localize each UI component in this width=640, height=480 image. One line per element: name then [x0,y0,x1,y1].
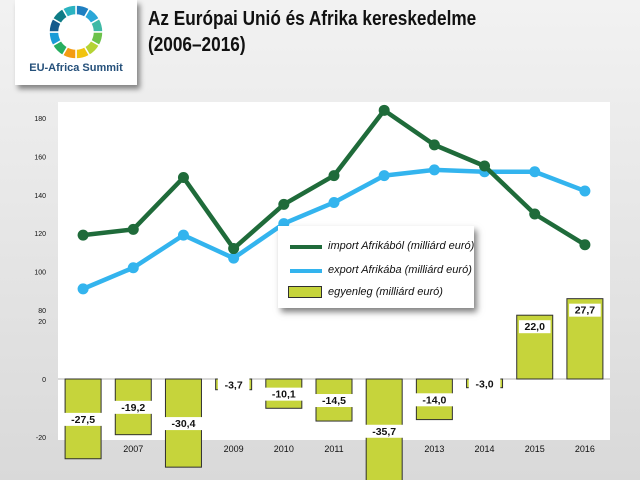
point-export-2007 [127,262,139,274]
point-import-2008 [177,172,189,184]
logo-text: EU-Africa Summit [29,62,123,74]
data-label-bg-2011 [315,394,353,408]
y-tick-lower-0: 20 [38,319,46,326]
data-label-bg-2013 [415,393,454,407]
legend-line-import [290,245,322,249]
data-label-bg-2014 [468,377,501,391]
point-import-2010 [278,198,290,210]
y-tick-upper-1: 160 [34,154,46,161]
point-import-2014 [479,160,491,172]
x-tick-2014: 2014 [475,444,495,454]
legend-swatch-balance [288,286,322,298]
point-import-2013 [428,139,440,151]
y-tick-upper-5: 80 [38,308,46,315]
data-label-bg-2006 [64,412,103,426]
logo: EU-Africa Summit [15,0,137,85]
point-export-2011 [328,196,340,208]
point-export-2008 [177,229,189,241]
data-label-balance-2009: -3,7 [225,379,243,391]
data-label-balance-2014: -3,0 [475,378,493,390]
point-import-2007 [127,223,139,235]
point-export-2012 [378,170,390,182]
data-label-bg-2008 [164,417,203,431]
logo-ring-icon [48,4,104,60]
data-label-bg-2015 [518,320,551,334]
logo-ring-segment-11 [61,4,77,19]
y-tick-upper-4: 100 [34,270,46,277]
x-tick-2013: 2013 [424,444,444,454]
data-label-balance-2012: -35,7 [372,426,396,438]
point-import-2016 [579,239,591,251]
data-label-bg-2016 [569,303,601,317]
data-label-balance-2016: 27,7 [575,305,596,317]
legend-line-export [290,269,322,273]
legend-item-export: export Afrikába (milliárd euró) [278,262,474,280]
legend-item-balance: egyenleg (milliárd euró) [278,284,474,302]
data-label-balance-2010: -10,1 [272,389,296,401]
legend-label-export: export Afrikába (milliárd euró) [328,264,472,276]
x-tick-2009: 2009 [224,444,244,454]
x-tick-2011: 2011 [324,444,343,454]
point-import-2015 [529,208,541,220]
y-tick-upper-0: 180 [34,116,46,123]
point-export-2006 [77,283,89,295]
data-label-balance-2006: -27,5 [71,414,95,426]
legend-label-balance: egyenleg (milliárd euró) [328,286,443,298]
data-label-bg-2009 [217,378,250,392]
page-title: Az Európai Unió és Afrika kereskedelme (… [148,6,561,58]
y-tick-upper-3: 120 [34,231,46,238]
point-export-2016 [579,185,591,197]
x-tick-2007: 2007 [123,444,143,454]
data-label-balance-2007: -19,2 [121,402,145,414]
x-tick-2016: 2016 [575,444,595,454]
data-label-balance-2015: 22,0 [525,321,546,333]
legend-item-import: import Afrikából (milliárd euró) [278,238,474,256]
point-export-2015 [529,166,541,178]
title-line-1: Az Európai Unió és Afrika kereskedelme [148,8,477,30]
point-export-2009 [228,252,240,264]
point-import-2006 [77,229,89,241]
x-tick-2015: 2015 [525,444,545,454]
y-tick-lower-2: -20 [36,435,46,442]
point-export-2013 [428,164,440,176]
point-import-2009 [228,243,240,255]
x-tick-2010: 2010 [274,444,294,454]
point-import-2011 [328,170,340,182]
legend: import Afrikából (milliárd euró) export … [278,226,474,308]
point-import-2012 [378,104,390,116]
y-tick-lower-1: 0 [42,377,46,384]
data-label-bg-2007 [114,400,153,414]
legend-label-import: import Afrikából (milliárd euró) [328,240,475,252]
title-line-2: (2006–2016) [148,34,246,56]
data-label-balance-2008: -30,4 [171,418,195,430]
y-tick-upper-2: 140 [34,193,46,200]
data-label-bg-2012 [365,424,404,438]
data-label-balance-2013: -14,0 [422,394,446,406]
data-label-balance-2011: -14,5 [322,395,346,407]
data-label-bg-2010 [264,387,303,401]
